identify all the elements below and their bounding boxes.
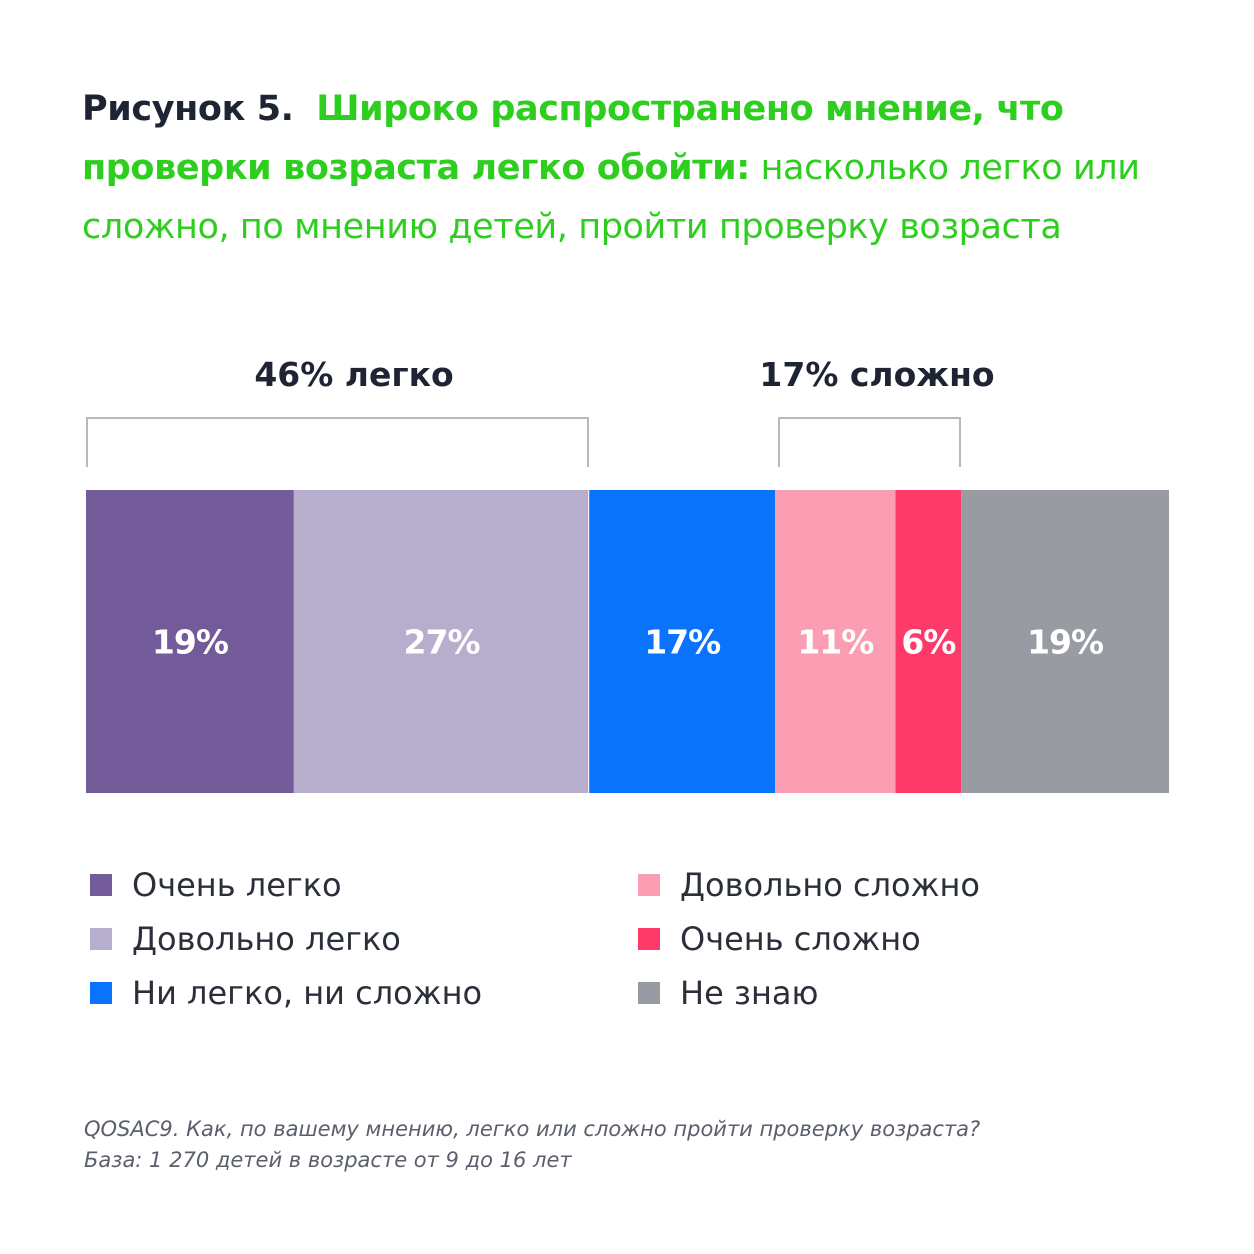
bar-segment-very-easy (86, 490, 294, 793)
legend-swatch-very-easy (90, 874, 112, 896)
bar-segment-fairly-hard (775, 490, 896, 793)
figure-heading: Рисунок 5. Широко распространено мнение,… (82, 80, 1232, 257)
figure-title-rest: насколько легко или сложно, по мнению де… (82, 148, 1140, 247)
footnote-question: QOSAC9. Как, по вашему мнению, легко или… (84, 1117, 981, 1141)
easy-group-bracket (86, 417, 589, 467)
bar-segment-dont-know (961, 490, 1169, 793)
bar-segment-very-hard (895, 490, 962, 793)
legend-swatch-fairly-easy (90, 928, 112, 950)
legend-swatch-neutral (90, 982, 112, 1004)
bar-segment-fairly-easy (293, 490, 589, 793)
hard-group-bracket (778, 417, 961, 467)
legend-label-fairly-hard: Довольно сложно (680, 866, 980, 904)
legend-label-very-easy: Очень легко (132, 866, 342, 904)
legend-swatch-dont-know (638, 982, 660, 1004)
legend-label-very-hard: Очень сложно (680, 920, 921, 958)
data-label-fairly-hard: 11% (797, 623, 874, 662)
legend-item-neutral: Ни легко, ни сложно (90, 974, 482, 1012)
data-label-very-easy: 19% (152, 623, 229, 662)
legend-item-fairly-hard: Довольно сложно (638, 866, 980, 904)
legend-item-very-hard: Очень сложно (638, 920, 921, 958)
data-label-dont-know: 19% (1027, 623, 1104, 662)
bar-segment-neutral (589, 490, 776, 793)
legend-label-dont-know: Не знаю (680, 974, 819, 1012)
data-label-neutral: 17% (644, 623, 721, 662)
legend-label-fairly-easy: Довольно легко (132, 920, 401, 958)
legend-item-very-easy: Очень легко (90, 866, 342, 904)
footnote-base: База: 1 270 детей в возрасте от 9 до 16 … (84, 1148, 572, 1172)
legend-swatch-very-hard (638, 928, 660, 950)
legend-label-neutral: Ни легко, ни сложно (132, 974, 483, 1012)
hard-group-label: 17% сложно (759, 355, 995, 394)
data-label-very-hard: 6% (901, 623, 956, 662)
legend-item-fairly-easy: Довольно легко (90, 920, 401, 958)
legend-swatch-fairly-hard (638, 874, 660, 896)
legend-item-dont-know: Не знаю (638, 974, 818, 1012)
figure-title-bold: Широко распространено мнение, что провер… (82, 89, 1064, 188)
easy-group-label: 46% легко (254, 355, 454, 394)
data-label-fairly-easy: 27% (404, 623, 481, 662)
figure-number: Рисунок 5. (82, 89, 294, 129)
